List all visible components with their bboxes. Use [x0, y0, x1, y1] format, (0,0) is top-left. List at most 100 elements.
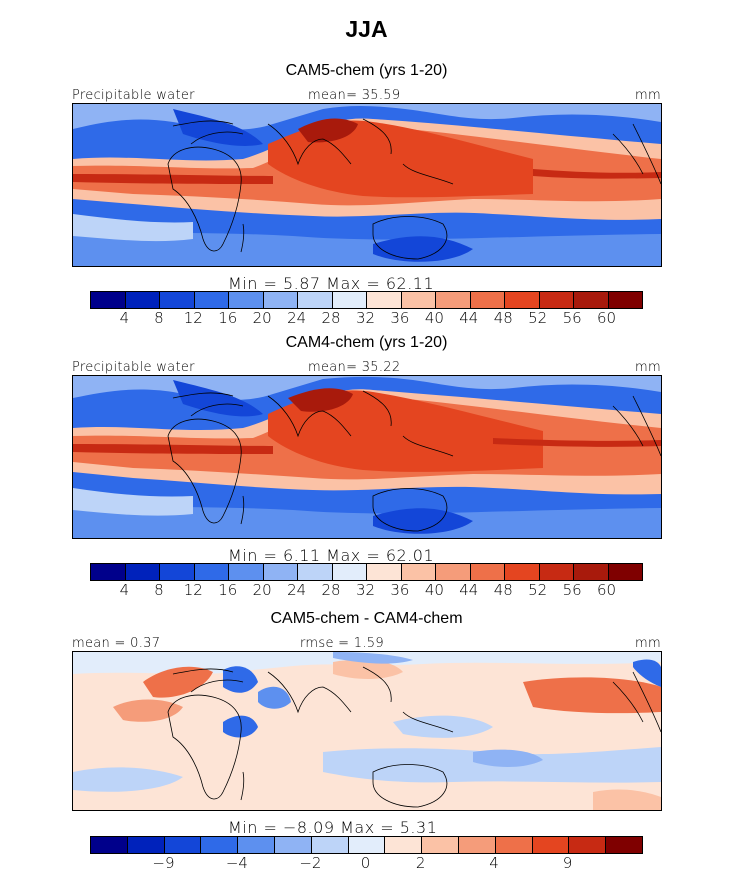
- colorbar-tick-label: 60: [597, 581, 617, 599]
- units-label-cam5: mm: [635, 88, 661, 103]
- colorbar-tick-label: −9: [152, 854, 175, 872]
- panel-title-cam4: CAM4-chem (yrs 1-20): [285, 334, 448, 351]
- mean-label-cam5: mean= 35.59: [308, 88, 401, 103]
- panel-title-cam5: CAM5-chem (yrs 1-20): [285, 62, 448, 79]
- colorbar-tick-label: 4: [119, 581, 130, 599]
- colorbar-swatch: [436, 564, 471, 580]
- colorbar-swatch: [91, 837, 128, 853]
- colorbar-tick-label: −4: [225, 854, 248, 872]
- figure-title: JJA: [345, 16, 388, 42]
- colorbar-swatch: [401, 292, 436, 308]
- field-label-cam4: Precipitable water: [72, 360, 195, 375]
- minmax-diff: Min = −8.09 Max = 5.31: [228, 818, 438, 837]
- colorbar-swatch: [470, 292, 505, 308]
- colorbar-ticks-cam4: 4 8 12 16 20 24 28 32 36 40 44 48 52 56 60: [90, 581, 643, 599]
- colorbar-tick-label: 12: [183, 309, 203, 327]
- colorbar-swatch: [160, 292, 195, 308]
- colorbar-tick-label: 24: [287, 581, 307, 599]
- colorbar-swatch: [263, 564, 298, 580]
- colorbar-swatch: [608, 292, 642, 308]
- colorbar-swatch: [164, 837, 202, 853]
- colorbar-swatch: [470, 564, 505, 580]
- colorbar-ticks-diff: −9 −4 −2 0 2 4 9: [90, 854, 643, 872]
- colorbar-diff: [90, 836, 643, 854]
- map-cam5: [72, 103, 662, 267]
- colorbar-tick-label: 4: [119, 309, 130, 327]
- colorbar-swatch: [194, 564, 229, 580]
- colorbar-swatch: [574, 564, 609, 580]
- colorbar-swatch: [160, 564, 195, 580]
- colorbar-tick-label: 60: [597, 309, 617, 327]
- colorbar-tick-label: 48: [493, 309, 513, 327]
- colorbar-swatch: [532, 837, 570, 853]
- colorbar-swatch: [298, 292, 333, 308]
- colorbar-tick-label: 44: [459, 309, 479, 327]
- colorbar-tick-label: 4: [489, 854, 499, 872]
- colorbar-swatch: [311, 837, 349, 853]
- colorbar-swatch: [229, 564, 264, 580]
- colorbar-swatch: [91, 564, 126, 580]
- colorbar-swatch: [458, 837, 496, 853]
- colorbar-tick-label: 56: [562, 309, 582, 327]
- colorbar-swatch: [367, 292, 402, 308]
- colorbar-swatch: [125, 292, 160, 308]
- colorbar-swatch: [332, 564, 367, 580]
- colorbar-tick-label: 56: [562, 581, 582, 599]
- units-label-diff: mm: [635, 636, 661, 651]
- map-cam4: [72, 375, 662, 539]
- rmse-label-diff: rmse = 1.59: [300, 636, 384, 651]
- colorbar-swatch: [229, 292, 264, 308]
- colorbar-swatch: [574, 292, 609, 308]
- colorbar-tick-label: 44: [459, 581, 479, 599]
- colorbar-tick-label: 20: [252, 309, 272, 327]
- colorbar-swatch: [332, 292, 367, 308]
- colorbar-swatch: [274, 837, 312, 853]
- colorbar-swatch: [263, 292, 298, 308]
- colorbar-tick-label: 2: [415, 854, 426, 872]
- colorbar-swatch: [194, 292, 229, 308]
- colorbar-swatch: [91, 292, 126, 308]
- minmax-cam4: Min = 6.11 Max = 62.01: [228, 546, 435, 565]
- colorbar-tick-label: 48: [493, 581, 513, 599]
- colorbar-tick-label: 16: [218, 309, 238, 327]
- colorbar-tick-label: −2: [299, 854, 322, 872]
- colorbar-swatch: [298, 564, 333, 580]
- colorbar-tick-label: 52: [528, 581, 548, 599]
- colorbar-tick-label: 8: [154, 309, 164, 327]
- colorbar-tick-label: 40: [424, 581, 444, 599]
- colorbar-tick-label: 9: [562, 854, 573, 872]
- colorbar-ticks-cam5: 4 8 12 16 20 24 28 32 36 40 44 48 52 56 60: [90, 309, 643, 327]
- colorbar-swatch: [422, 837, 459, 853]
- colorbar-swatch: [201, 837, 239, 853]
- colorbar-swatch: [401, 564, 436, 580]
- colorbar-swatch: [238, 837, 275, 853]
- mean-label-diff: mean = 0.37: [72, 636, 161, 651]
- colorbar-swatch: [505, 564, 540, 580]
- colorbar-swatch: [569, 837, 607, 853]
- colorbar-tick-label: 52: [528, 309, 548, 327]
- minmax-cam5: Min = 5.87 Max = 62.11: [228, 274, 435, 293]
- colorbar-swatch: [367, 564, 402, 580]
- map-diff: [72, 651, 662, 811]
- colorbar-swatch: [606, 837, 642, 853]
- colorbar-swatch: [539, 292, 574, 308]
- colorbar-tick-label: 28: [321, 309, 341, 327]
- colorbar-cam4: [90, 563, 643, 581]
- colorbar-swatch: [125, 564, 160, 580]
- colorbar-tick-label: 12: [183, 581, 203, 599]
- colorbar-tick-label: 36: [390, 581, 410, 599]
- units-label-cam4: mm: [635, 360, 661, 375]
- colorbar-swatch: [495, 837, 533, 853]
- colorbar-swatch: [608, 564, 642, 580]
- colorbar-swatch: [539, 564, 574, 580]
- colorbar-tick-label: 0: [360, 854, 371, 872]
- colorbar-swatch: [348, 837, 386, 853]
- colorbar-tick-label: 16: [218, 581, 238, 599]
- colorbar-swatch: [505, 292, 540, 308]
- colorbar-swatch: [127, 837, 165, 853]
- field-label-cam5: Precipitable water: [72, 88, 195, 103]
- colorbar-tick-label: 24: [287, 309, 307, 327]
- colorbar-tick-label: 32: [355, 581, 376, 599]
- colorbar-tick-label: 8: [154, 581, 164, 599]
- mean-label-cam4: mean= 35.22: [308, 360, 401, 375]
